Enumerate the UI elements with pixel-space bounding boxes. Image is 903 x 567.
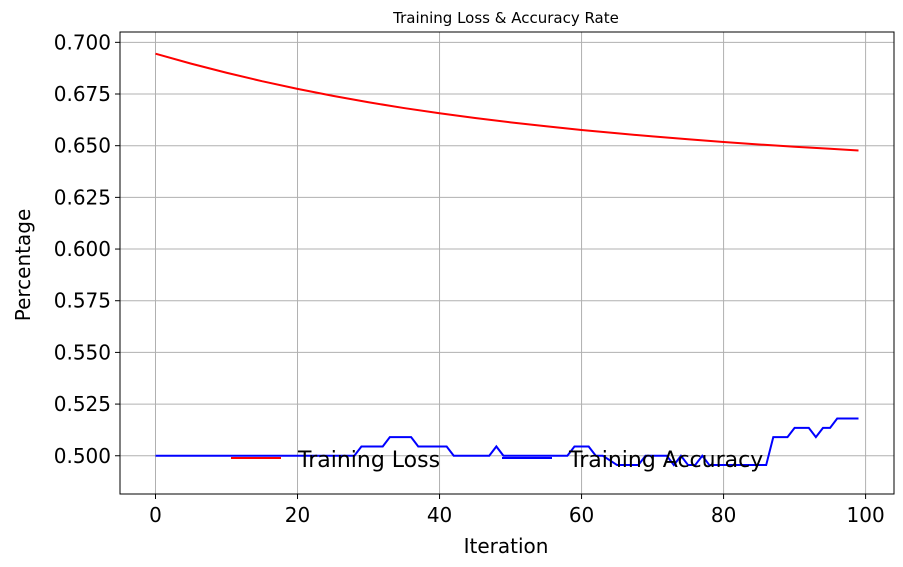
y-tick-label: 0.650 — [54, 134, 111, 158]
x-tick-label: 80 — [711, 503, 736, 527]
y-tick-label: 0.575 — [54, 289, 111, 313]
y-tick-label: 0.550 — [54, 340, 111, 364]
x-tick-label: 0 — [149, 503, 162, 527]
series-line-training-loss — [155, 52, 859, 152]
x-tick-label: 60 — [569, 503, 594, 527]
plot-area-frame — [119, 31, 895, 495]
x-axis-ticks: 0 20 40 60 80 100 — [149, 494, 885, 527]
grid-lines — [120, 32, 894, 494]
x-tick-label: 20 — [285, 503, 310, 527]
legend-label-training-loss: Training Loss — [297, 448, 440, 473]
legend: Training Loss Training Accuracy — [231, 448, 763, 473]
y-axis-ticks: 0.500 0.525 0.550 0.575 0.600 0.625 0.650 0.675… — [54, 30, 120, 468]
x-tick-label: 40 — [427, 503, 452, 527]
y-tick-label: 0.675 — [54, 82, 111, 106]
y-tick-label: 0.500 — [54, 444, 111, 468]
legend-label-training-accuracy: Training Accuracy — [568, 448, 763, 473]
series-line-training-accuracy — [155, 417, 859, 467]
series-layer — [155, 52, 859, 467]
chart-title: Training Loss & Accuracy Rate — [392, 9, 619, 27]
y-tick-label: 0.525 — [54, 392, 111, 416]
y-axis-title: Percentage — [11, 209, 35, 322]
y-tick-label: 0.600 — [54, 237, 111, 261]
y-tick-label: 0.700 — [54, 30, 111, 54]
x-axis-title: Iteration — [464, 534, 549, 558]
x-tick-label: 100 — [847, 503, 885, 527]
y-tick-label: 0.625 — [54, 185, 111, 209]
